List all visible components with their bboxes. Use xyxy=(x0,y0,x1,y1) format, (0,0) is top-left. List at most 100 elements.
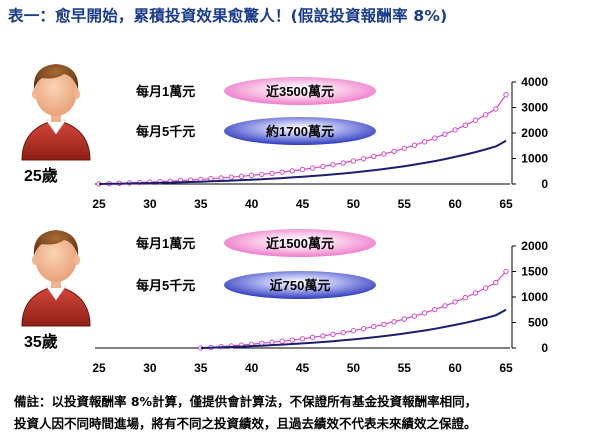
data-point xyxy=(472,117,479,123)
series-1-annotation: 近750萬元 xyxy=(270,278,331,293)
x-tick-label: 50 xyxy=(347,361,361,375)
series-name-0: 每月1萬元 xyxy=(136,236,195,251)
data-point xyxy=(299,336,306,342)
data-point xyxy=(411,142,418,148)
y-tick-label: 3000 xyxy=(521,101,548,115)
data-point xyxy=(493,106,499,112)
data-point xyxy=(330,331,336,338)
data-point xyxy=(299,166,306,173)
data-point xyxy=(401,145,407,152)
y-tick-label: 0 xyxy=(541,341,548,355)
data-point xyxy=(421,139,428,145)
x-tick-label: 40 xyxy=(245,361,259,375)
data-point xyxy=(401,316,407,322)
person-ear xyxy=(32,89,38,99)
series-name-1: 每月5千元 xyxy=(136,278,195,293)
data-point xyxy=(452,299,458,305)
series-0-pill xyxy=(224,229,376,257)
data-point xyxy=(289,337,296,343)
series-0-pill xyxy=(224,77,376,105)
data-point xyxy=(442,303,448,309)
page-title: 表一：愈早開始，累積投資效果愈驚人！(假設投資報酬率 8%) xyxy=(8,7,448,25)
series-name-1: 每月5千元 xyxy=(136,124,195,139)
y-tick-label: 0 xyxy=(541,177,548,191)
series-line-1 xyxy=(98,139,507,185)
data-point xyxy=(472,290,479,296)
data-point xyxy=(371,323,377,330)
data-point xyxy=(432,135,438,141)
y-tick-label: 2000 xyxy=(521,239,548,253)
data-point xyxy=(360,326,367,332)
x-tick-label: 35 xyxy=(194,361,208,375)
person-ear xyxy=(32,255,38,265)
data-point xyxy=(228,174,234,180)
data-point xyxy=(482,285,489,291)
data-point xyxy=(269,339,275,345)
x-tick-label: 45 xyxy=(296,197,310,211)
data-point xyxy=(279,338,285,344)
chart-35: 35歲 0 500 1000 1500 2000 25 30 35 40 45 50 55 60 65 每月1… xyxy=(21,229,548,375)
data-point xyxy=(442,131,448,137)
data-point xyxy=(248,172,255,179)
data-point xyxy=(493,279,499,286)
data-point xyxy=(340,160,346,166)
series-1-pill xyxy=(224,117,376,145)
person-head xyxy=(35,68,77,116)
person-head xyxy=(35,234,77,282)
y-tick-label: 1000 xyxy=(521,152,548,166)
data-point xyxy=(360,156,367,162)
data-point xyxy=(482,112,489,118)
series-1-annotation: 約1700萬元 xyxy=(266,124,334,139)
data-point xyxy=(432,306,438,313)
data-point xyxy=(320,333,326,339)
data-point xyxy=(330,162,336,168)
x-tick-label: 30 xyxy=(143,197,157,211)
x-tick-label: 25 xyxy=(92,197,106,211)
data-point xyxy=(340,329,346,336)
person-icon xyxy=(21,230,91,327)
person-icon xyxy=(21,64,91,161)
data-point xyxy=(320,163,326,170)
x-tick-label: 60 xyxy=(448,197,462,211)
y-tick-label: 4000 xyxy=(521,75,548,89)
person-ear xyxy=(74,255,80,265)
series-0-annotation: 近3500萬元 xyxy=(266,84,334,99)
data-point xyxy=(462,294,468,301)
series-line-1 xyxy=(200,308,507,349)
x-tick-label: 65 xyxy=(499,361,513,375)
chart-25: 25歲 0 1000 2000 3000 4000 25 30 35 40 45 50 55 60 65 每月… xyxy=(21,64,548,211)
x-tick-label: 55 xyxy=(398,197,412,211)
age-label: 35歲 xyxy=(24,332,58,351)
data-point xyxy=(309,165,316,171)
x-tick-label: 30 xyxy=(143,361,157,375)
x-tick-label: 55 xyxy=(398,361,412,375)
person-ear xyxy=(74,89,80,99)
data-point xyxy=(309,334,316,341)
x-tick-label: 45 xyxy=(296,361,310,375)
data-point xyxy=(421,310,428,316)
data-point xyxy=(462,122,468,128)
data-point xyxy=(279,169,285,175)
data-point xyxy=(381,151,387,157)
data-point xyxy=(452,127,458,133)
disclaimer-line-1: 備註：以投資報酬率 8%計算，僅提供會計算法，不保證所有基金投資報酬率相同， xyxy=(14,394,478,409)
data-point xyxy=(503,268,509,275)
x-tick-label: 65 xyxy=(499,197,513,211)
y-tick-label: 1000 xyxy=(521,290,548,304)
y-tick-label: 500 xyxy=(528,316,548,330)
data-point xyxy=(208,175,214,182)
series-1-pill xyxy=(224,271,376,299)
data-point xyxy=(289,168,296,174)
data-point xyxy=(218,175,224,181)
data-point xyxy=(371,153,377,160)
y-tick-label: 2000 xyxy=(521,126,548,140)
data-point xyxy=(391,148,397,154)
x-tick-label: 50 xyxy=(347,197,361,211)
data-point xyxy=(259,171,265,178)
series-name-0: 每月1萬元 xyxy=(136,84,195,99)
person-hair xyxy=(33,64,79,90)
data-point xyxy=(381,321,387,327)
data-point xyxy=(350,158,357,164)
data-point xyxy=(411,313,418,319)
